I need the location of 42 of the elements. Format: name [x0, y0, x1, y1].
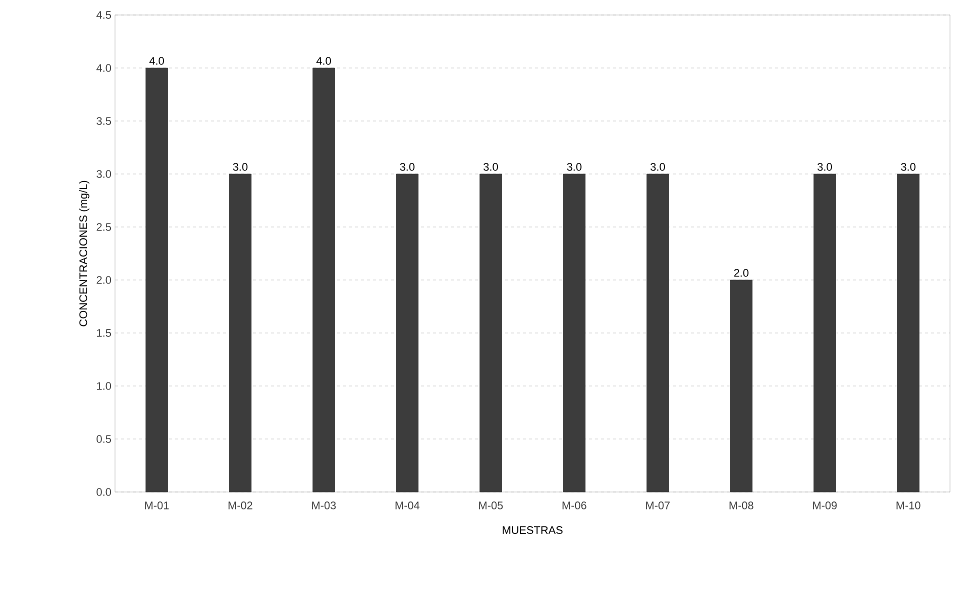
data-label: 4.0 [149, 57, 164, 65]
y-tick-label: 2.0 [96, 276, 112, 284]
bar [146, 68, 168, 492]
data-label: 3.0 [901, 163, 916, 171]
x-tick-label: M-09 [813, 502, 837, 510]
x-tick-label: M-05 [479, 502, 503, 510]
data-label: 3.0 [400, 163, 414, 171]
data-label: 3.0 [818, 163, 832, 171]
bar [897, 174, 920, 492]
data-label: 3.0 [567, 163, 582, 171]
y-tick-label: 3.5 [96, 117, 112, 125]
x-tick-label: M-10 [896, 502, 920, 510]
y-tick-label: 0.0 [96, 488, 112, 496]
x-tick-label: M-08 [730, 502, 754, 510]
x-tick-label: M-07 [646, 502, 670, 510]
y-tick-label: 4.0 [96, 64, 112, 72]
x-tick-label: M-01 [145, 502, 169, 510]
data-label: 3.0 [233, 163, 248, 171]
y-tick-label: 0.5 [96, 435, 112, 443]
data-label: 3.0 [484, 163, 498, 171]
bar [563, 174, 586, 492]
data-label: 3.0 [650, 163, 665, 171]
x-tick-label: M-04 [396, 502, 420, 510]
data-label: 4.0 [316, 57, 331, 65]
bar [646, 174, 669, 492]
y-tick-label: 2.5 [96, 223, 112, 231]
bar [814, 174, 836, 492]
y-tick-label: 4.5 [96, 11, 112, 19]
x-axis-title: MUESTRAS [502, 526, 563, 534]
bar [229, 174, 252, 492]
y-tick-label: 1.5 [97, 329, 112, 337]
bar [396, 174, 418, 492]
x-tick-label: M-06 [562, 502, 586, 510]
y-tick-label: 3.0 [96, 170, 112, 178]
bar [312, 68, 335, 492]
y-axis-title: CONCENTRACIONES (mg/L) [79, 180, 90, 326]
bar [730, 280, 752, 492]
x-tick-label: M-03 [312, 502, 336, 510]
x-tick-label: M-02 [228, 502, 252, 510]
data-label: 2.0 [734, 269, 748, 277]
y-tick-label: 1.0 [97, 382, 112, 390]
bar [480, 174, 502, 492]
